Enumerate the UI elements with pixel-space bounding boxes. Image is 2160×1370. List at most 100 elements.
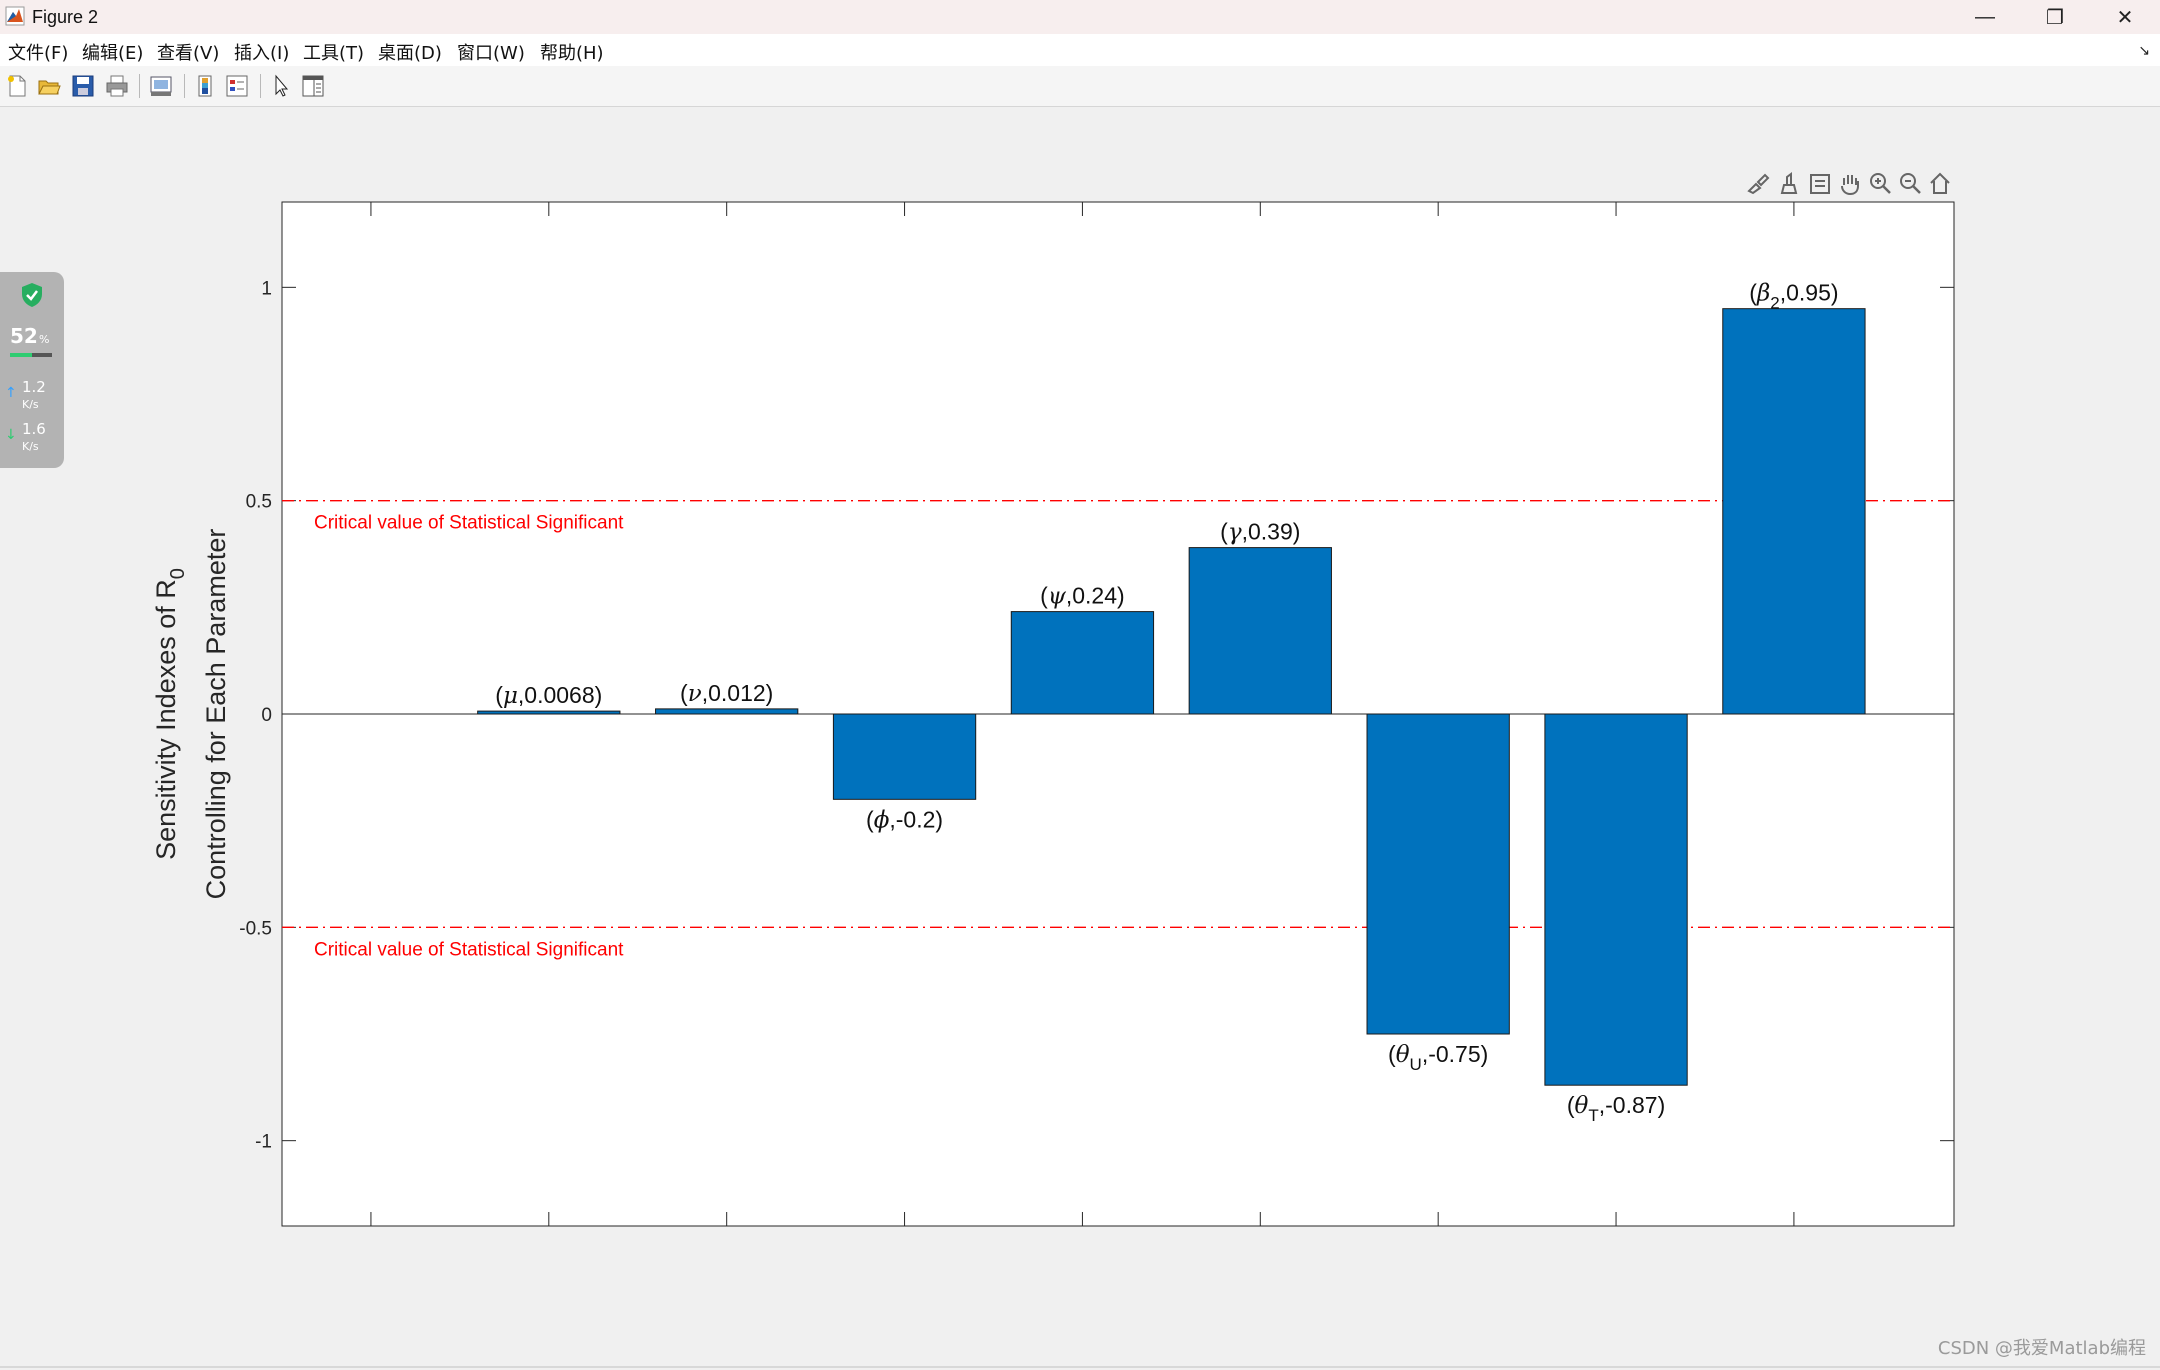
y-axis-label-line2: Controlling for Each Parameter (201, 529, 231, 900)
chart[interactable]: -1 -0.5 0 0.5 1 Critical value of Statistica… (0, 107, 2160, 1370)
insert-legend-icon[interactable] (224, 73, 250, 99)
minimize-icon: — (1975, 5, 1995, 28)
new-figure-icon[interactable] (4, 73, 30, 99)
bar-label: (μ,0.0068) (495, 682, 602, 709)
bar-label-symbol: θ (1396, 1042, 1410, 1068)
bar-label-subscript: T (1588, 1106, 1598, 1125)
bar-label: (γ,0.39) (1220, 519, 1300, 546)
window-titlebar: Figure 2 — ❐ ✕ (0, 0, 2160, 34)
y-tick-label: 0.5 (246, 492, 272, 513)
restore-icon: ❐ (2046, 6, 2064, 29)
bar-label-value: ,0.95) (1780, 280, 1839, 306)
menu-view[interactable]: 查看(V) (157, 43, 220, 64)
matlab-logo-icon (5, 6, 25, 26)
menu-desktop[interactable]: 桌面(D) (378, 43, 442, 64)
download-arrow-icon: ↓ (5, 427, 17, 443)
bar-label-symbol: μ (503, 683, 518, 709)
minimize-button[interactable]: — (1950, 0, 2020, 34)
download-speed: 1.6 (22, 420, 46, 438)
bar[interactable] (655, 708, 799, 715)
link-plot-icon[interactable] (148, 73, 174, 99)
insert-colorbar-icon[interactable] (192, 73, 218, 99)
window-bottom-border (0, 1366, 2160, 1368)
y-axis-label-line1: Sensitivity Indexes of R0 (151, 568, 189, 860)
restore-button[interactable]: ❐ (2020, 0, 2090, 34)
memory-bar-fill (10, 353, 32, 357)
bar[interactable] (1366, 713, 1510, 1035)
menu-file[interactable]: 文件(F) (8, 43, 69, 64)
bars (477, 308, 1866, 1086)
critical-value-label: Critical value of Statistical Significan… (314, 939, 624, 960)
print-icon[interactable] (104, 73, 130, 99)
property-inspector-icon[interactable] (300, 73, 326, 99)
watermark: CSDN @我爱Matlab编程 (1937, 1338, 2146, 1359)
menu-bar: 文件(F) 编辑(E) 查看(V) 插入(I) 工具(T) 桌面(D) 窗口(W… (0, 34, 2160, 66)
bar[interactable] (832, 713, 977, 800)
edit-plot-arrow-icon[interactable] (268, 73, 294, 99)
bar-label: (ν,0.012) (680, 680, 773, 707)
bar-label-symbol: γ (1228, 520, 1242, 546)
bar[interactable] (1010, 611, 1155, 715)
bar-label-symbol: ψ (1048, 584, 1067, 610)
menu-window[interactable]: 窗口(W) (457, 43, 525, 64)
zoom-out-icon[interactable] (1900, 173, 1921, 194)
memory-percent: 52 (10, 324, 38, 348)
y-tick-label: -1 (255, 1132, 272, 1153)
upload-speed: 1.2 (22, 378, 46, 396)
axes-toolbar (1747, 172, 1950, 196)
close-icon: ✕ (2116, 6, 2134, 29)
bar[interactable] (477, 710, 621, 715)
bar-label-value: ,0.39) (1242, 519, 1301, 545)
close-window-button[interactable]: ✕ (2090, 0, 2160, 34)
bar-label-symbol: β (1756, 281, 1770, 307)
figure-canvas: -1 -0.5 0 0.5 1 Critical value of Statistica… (0, 107, 2160, 1370)
memory-percent-unit: % (39, 333, 50, 346)
memory-bar (10, 353, 52, 357)
network-monitor-widget[interactable]: 52 % ↑ 1.2 K/s ↓ 1.6 K/s (0, 272, 64, 468)
save-icon[interactable] (70, 73, 96, 99)
shield-check-icon (22, 283, 42, 307)
y-axis-label-subscript: 0 (167, 568, 189, 579)
bar-label-symbol: θ (1575, 1093, 1589, 1119)
toolbar-separator (139, 74, 140, 98)
figure-toolbar (0, 66, 2160, 107)
toolbar-separator (184, 74, 185, 98)
bar-label-symbol: ν (688, 681, 702, 707)
bar-label-value: ,-0.2) (889, 806, 943, 832)
bar-labels: (μ,0.0068) (ν,0.012) (ϕ,-0.2) (ψ,0.24) (γ,0.… (495, 280, 1838, 1126)
bar-label-value: ,0.24) (1066, 583, 1125, 609)
bar-label-subscript: U (1410, 1055, 1422, 1074)
toolbar-separator (260, 74, 261, 98)
undock-arrow-icon[interactable]: ↘ (2138, 42, 2150, 58)
bar[interactable] (1544, 713, 1688, 1086)
menu-edit[interactable]: 编辑(E) (82, 43, 144, 64)
bar-label: (ψ,0.24) (1040, 583, 1125, 610)
y-tick-label: 0 (261, 705, 272, 726)
bar-label-symbol: ϕ (874, 807, 890, 833)
bar-label-value: ,0.012) (702, 680, 774, 706)
zoom-in-icon[interactable] (1870, 173, 1891, 194)
axes-ticks: -1 -0.5 0 0.5 1 (239, 202, 1954, 1226)
bar-label-value: ,-0.87) (1599, 1092, 1665, 1118)
upload-arrow-icon: ↑ (5, 385, 17, 401)
restore-view-home-icon[interactable] (1930, 172, 1950, 194)
y-tick-label: -0.5 (239, 918, 272, 939)
bar-label-value: ,-0.75) (1422, 1041, 1488, 1067)
data-tips-icon[interactable] (1780, 172, 1798, 194)
data-cursor-icon[interactable] (1810, 174, 1830, 194)
brush-data-icon[interactable] (1747, 173, 1770, 195)
bar-label: (ϕ,-0.2) (866, 806, 943, 833)
bar-label: (θT,-0.87) (1567, 1092, 1665, 1125)
bar[interactable] (1188, 547, 1332, 715)
menu-help[interactable]: 帮助(H) (540, 43, 604, 64)
upload-unit: K/s (22, 398, 39, 411)
bar[interactable] (1722, 308, 1866, 715)
menu-insert[interactable]: 插入(I) (234, 43, 290, 64)
bar-label: (β2,0.95) (1749, 280, 1838, 313)
pan-hand-icon[interactable] (1841, 175, 1859, 196)
critical-value-label: Critical value of Statistical Significan… (314, 513, 624, 534)
open-file-icon[interactable] (36, 73, 62, 99)
bar-label: (θU,-0.75) (1388, 1041, 1488, 1074)
y-tick-label: 1 (261, 278, 272, 299)
menu-tools[interactable]: 工具(T) (303, 43, 365, 64)
